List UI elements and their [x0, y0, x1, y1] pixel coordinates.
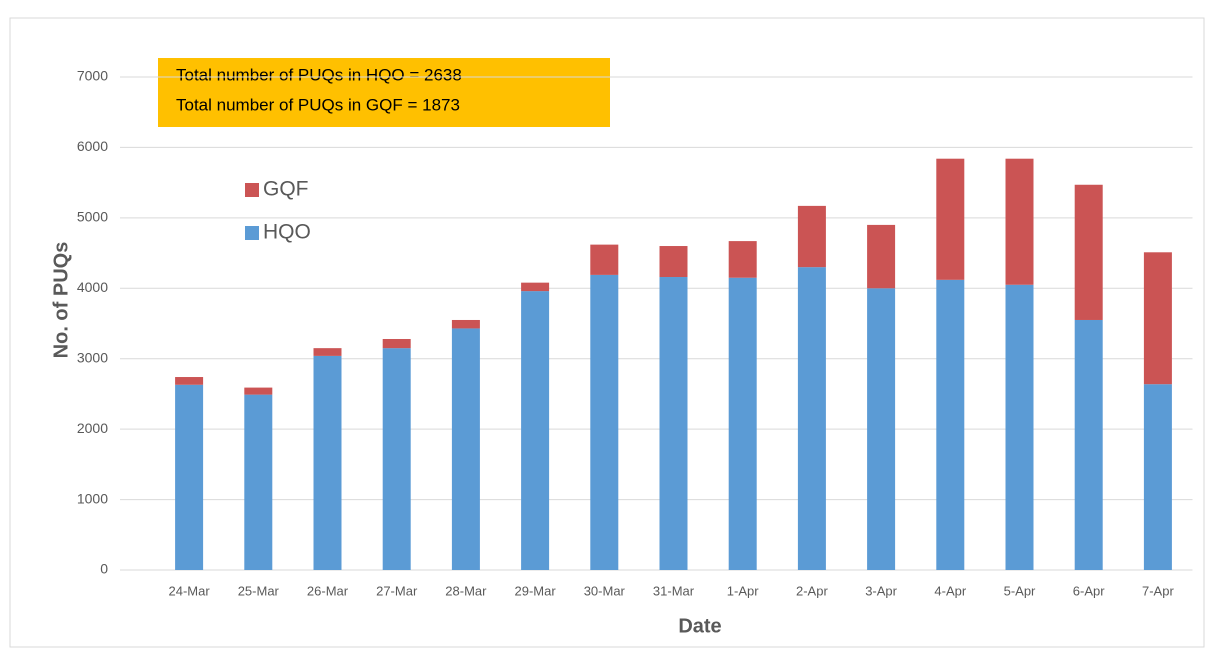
bar-segment — [728, 277, 757, 570]
bar-segment — [590, 274, 619, 570]
y-tick-label: 1000 — [77, 490, 108, 506]
bar-segment — [313, 348, 342, 356]
annotation: Total number of PUQs in GQF = 1873 — [176, 95, 460, 114]
bar-segment — [1074, 184, 1103, 320]
bar-segment — [1005, 158, 1034, 285]
legend-swatch — [245, 183, 259, 197]
bar-segment — [521, 291, 550, 570]
bar-segment — [382, 348, 411, 570]
bar-segment — [1143, 384, 1172, 570]
x-axis-title: Date — [678, 615, 721, 637]
bar-segment — [1005, 284, 1034, 570]
legend-label: GQF — [263, 178, 309, 201]
bar-segment — [797, 267, 826, 570]
bar-segment — [659, 277, 688, 570]
x-tick-label: 4-Apr — [934, 583, 966, 598]
bar-segment — [936, 279, 965, 570]
bar-segment — [244, 394, 273, 570]
y-tick-label: 7000 — [77, 68, 108, 84]
x-tick-label: 27-Mar — [376, 583, 418, 598]
bar-segment — [175, 384, 204, 570]
bar-segment — [936, 158, 965, 280]
bar-segment — [313, 355, 342, 570]
bar-segment — [728, 241, 757, 278]
x-tick-label: 1-Apr — [727, 583, 759, 598]
y-tick-label: 5000 — [77, 209, 108, 225]
legend-label: HQO — [263, 221, 311, 244]
x-tick-label: 7-Apr — [1142, 583, 1174, 598]
bar-segment — [451, 328, 480, 570]
bar-segment — [451, 319, 480, 329]
bar-segment — [867, 224, 896, 289]
annotation-box — [158, 58, 610, 127]
y-axis-title: No. of PUQs — [50, 242, 72, 359]
x-tick-label: 2-Apr — [796, 583, 828, 598]
x-tick-label: 30-Mar — [584, 583, 626, 598]
bar-segment — [1074, 319, 1103, 570]
bar-segment — [867, 288, 896, 570]
bar-segment — [382, 338, 411, 349]
y-tick-label: 4000 — [77, 279, 108, 295]
x-tick-label: 5-Apr — [1004, 583, 1036, 598]
bar-segment — [244, 387, 273, 395]
x-tick-label: 28-Mar — [445, 583, 487, 598]
bar-segment — [659, 246, 688, 278]
x-tick-label: 25-Mar — [238, 583, 280, 598]
legend-swatch — [245, 226, 259, 240]
y-tick-label: 6000 — [77, 138, 108, 154]
bar-segment — [1143, 252, 1172, 385]
annotation: Total number of PUQs in HQO = 2638 — [176, 65, 462, 84]
y-tick-label: 0 — [100, 561, 108, 577]
x-tick-label: 24-Mar — [169, 583, 211, 598]
bar-segment — [590, 244, 619, 275]
y-tick-label: 2000 — [77, 420, 108, 436]
y-tick-label: 3000 — [77, 349, 108, 365]
x-tick-label: 29-Mar — [515, 583, 557, 598]
x-tick-label: 3-Apr — [865, 583, 897, 598]
bar-segment — [521, 282, 550, 292]
x-tick-label: 26-Mar — [307, 583, 349, 598]
x-tick-label: 6-Apr — [1073, 583, 1105, 598]
x-tick-label: 31-Mar — [653, 583, 695, 598]
bar-segment — [797, 205, 826, 268]
bar-segment — [175, 377, 204, 385]
